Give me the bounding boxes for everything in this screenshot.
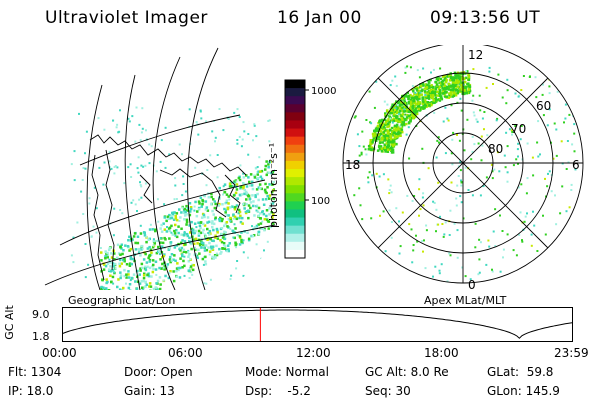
info-door: Door: Open [124,365,193,379]
colorbar-band [285,225,305,235]
altitude-ylabel: GC Alt [2,305,16,340]
colorbar-band [285,160,305,170]
mlat-label-60: 60 [536,99,551,113]
altitude-curve [62,309,574,339]
colorbar-band [285,241,305,251]
colorbar-band [285,249,305,259]
globe-aurora-pixels [70,106,275,290]
mlt-label-12: 12 [468,48,483,62]
colorbar-band [285,144,305,154]
info-ip: IP: 18.0 [8,384,54,398]
info-gc-alt: GC Alt: 8.0 Re [365,365,449,379]
xtick-1200: 12:00 [296,346,331,360]
mlt-label-18: 18 [345,158,360,172]
colorbar-unit-label: photon cm⁻²s⁻¹ [267,143,280,228]
colorbar-band [285,128,305,138]
colorbar-band [285,112,305,121]
mlat-label-70: 70 [511,122,526,136]
info-dsp: Dsp: -5.2 [245,384,311,398]
altitude-ytick-low: 1.8 [32,330,50,343]
instrument-title: Ultraviolet Imager [45,8,208,28]
timeline-frame [62,307,573,342]
mlt-label-0: 0 [468,278,476,292]
intensity-colorbar: 1000 100 photon cm⁻²s⁻¹ [267,79,336,259]
colorbar-band [285,88,305,97]
globe-grid-lines [44,47,275,290]
altitude-ytick-high: 9.0 [32,308,50,321]
colorbar-band [285,120,305,130]
xtick-0000: 00:00 [42,346,77,360]
colorbar-band [285,80,305,89]
colorbar-band [285,185,305,194]
geographic-globe-image [44,47,275,290]
date-label: 16 Jan 00 [277,8,362,28]
colorbar-band [285,201,305,210]
colorbar-tick-1000: 1000 [311,86,336,97]
xtick-0600: 06:00 [168,346,203,360]
polar-grid [342,45,584,284]
colorbar-band [285,104,305,113]
info-glon: GLon: 145.9 [487,384,560,398]
colorbar-frame [284,79,306,259]
info-mode: Mode: Normal [245,365,329,379]
colorbar-band [285,136,305,146]
polar-mlat-mlt-plot: 12 18 6 0 60 70 80 [342,45,584,292]
info-flight: Flt: 1304 [8,365,62,379]
colorbar-band [285,169,305,178]
polar-label: Apex MLat/MLT [424,294,507,307]
mlt-label-6: 6 [572,158,580,172]
globe-label: Geographic Lat/Lon [68,294,176,307]
colorbar-band [285,193,305,202]
colorbar-tick-100: 100 [311,196,330,207]
colorbar-band [285,152,305,162]
colorbar-band [285,177,305,186]
mlat-label-80: 80 [488,142,503,156]
time-label: 09:13:56 UT [430,8,541,28]
xtick-2359: 23:59 [554,346,589,360]
colorbar-band [285,217,305,227]
info-gain: Gain: 13 [124,384,175,398]
altitude-timeline [62,307,574,342]
colorbar-band [285,209,305,219]
info-glat: GLat: 59.8 [487,365,554,379]
info-seq: Seq: 30 [365,384,411,398]
xtick-1800: 18:00 [424,346,459,360]
colorbar-band [285,233,305,243]
colorbar-band [285,96,305,105]
